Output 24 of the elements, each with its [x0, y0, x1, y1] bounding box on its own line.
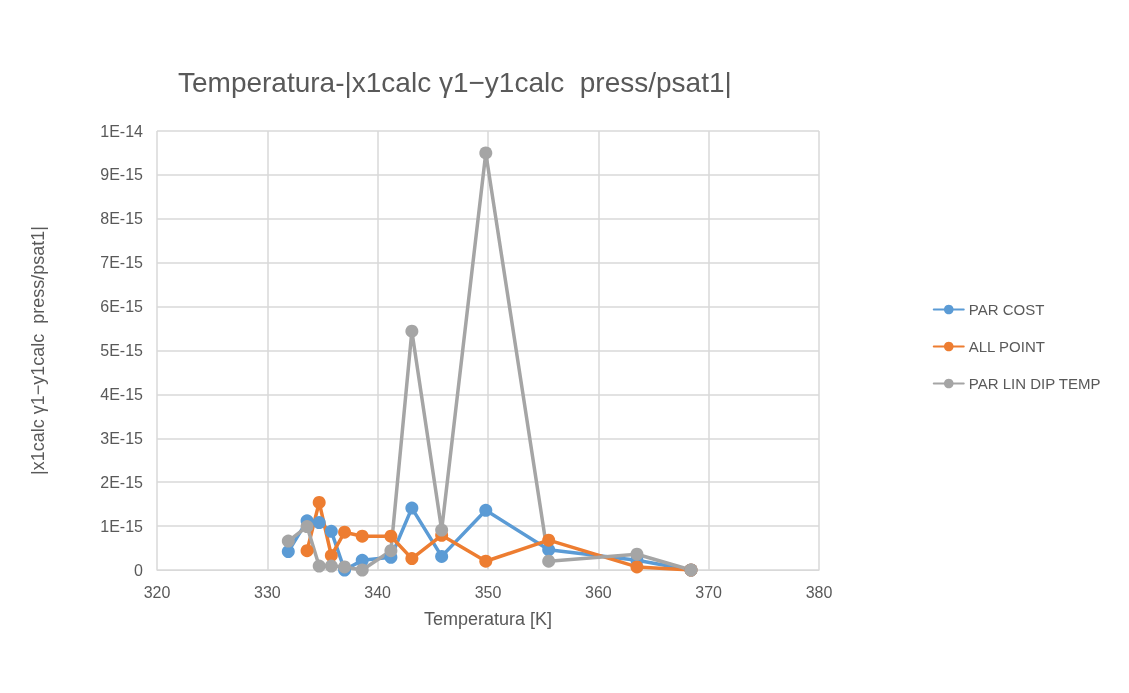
- x-tick-label: 350: [474, 583, 502, 601]
- y-tick-label: 4E-15: [100, 385, 144, 403]
- y-tick-label: 1E-15: [100, 517, 144, 535]
- y-tick-label: 7E-15: [100, 254, 144, 272]
- x-tick-label: 360: [584, 583, 612, 601]
- legend-label: ALL POINT: [968, 338, 1045, 355]
- y-tick-label: 6E-15: [100, 298, 144, 316]
- legend-label: PAR LIN DIP TEMP: [968, 375, 1101, 392]
- y-tick-label: 0: [134, 561, 144, 579]
- y-tick-label: 1E-14: [100, 122, 144, 140]
- y-axis-title: |x1calc γ1−y1calc press/psat1|: [28, 226, 48, 475]
- y-tick-label: 9E-15: [100, 166, 144, 184]
- chart-title: Temperatura-|x1calc γ1−y1calc press/psat1|: [178, 66, 732, 98]
- y-tick-label: 3E-15: [100, 429, 144, 447]
- legend-label: PAR COST: [968, 301, 1045, 318]
- y-tick-label: 5E-15: [100, 342, 144, 359]
- x-tick-label: 320: [143, 583, 171, 601]
- x-tick-label: 330: [253, 583, 281, 601]
- x-axis-title: Temperatura [K]: [423, 609, 553, 629]
- x-tick-label: 370: [695, 583, 723, 601]
- y-tick-label: 2E-15: [100, 473, 144, 491]
- y-tick-label: 8E-15: [100, 210, 144, 228]
- x-tick-label: 340: [364, 583, 392, 601]
- x-tick-label: 380: [805, 583, 833, 601]
